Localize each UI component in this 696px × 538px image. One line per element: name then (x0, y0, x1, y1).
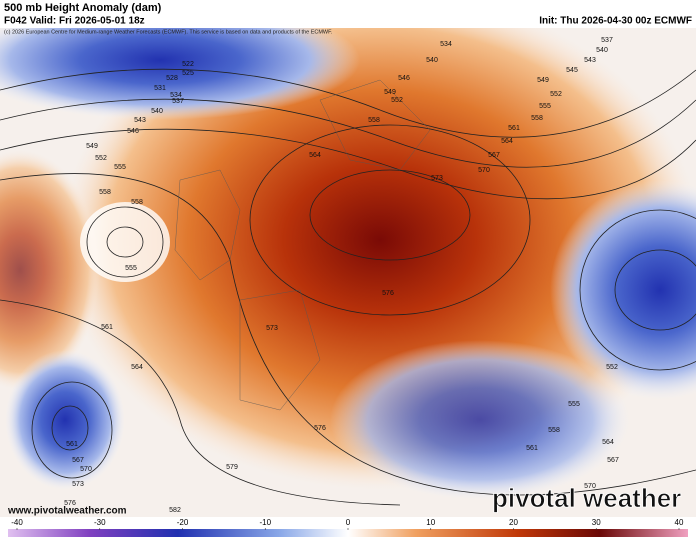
contour-label: 564 (602, 439, 614, 446)
contour-label: 528 (166, 75, 178, 82)
cold-anomaly (330, 340, 630, 500)
contour-label: 555 (539, 103, 551, 110)
contour-label: 564 (501, 138, 513, 145)
init-time: Init: Thu 2026-04-30 00z ECMWF (539, 16, 692, 27)
colorbar-tick-label: -10 (259, 518, 271, 527)
contour-label: 570 (478, 167, 490, 174)
contour-label: 567 (607, 457, 619, 464)
contour-label: 567 (488, 152, 500, 159)
valid-time: F042 Valid: Fri 2026-05-01 18z (4, 16, 145, 27)
contour-label: 525 (182, 70, 194, 77)
contour-label: 534 (170, 92, 182, 99)
colorbar-tick-label: -20 (177, 518, 189, 527)
colorbar-tick-label: 40 (675, 518, 684, 527)
contour-label: 545 (566, 67, 578, 74)
contour-label: 582 (169, 507, 181, 514)
contour-label: 573 (431, 175, 443, 182)
contour-label: 561 (101, 324, 113, 331)
contour-label: 552 (606, 364, 618, 371)
contour-label: 558 (131, 199, 143, 206)
cold-anomaly (550, 180, 696, 400)
contour-label: 573 (266, 325, 278, 332)
contour-label: 555 (568, 401, 580, 408)
contour-label: 558 (368, 117, 380, 124)
brand: pivotal weather (492, 483, 681, 513)
contour-label: 522 (182, 61, 194, 68)
contour-label: 552 (391, 97, 403, 104)
contour-label: 540 (596, 47, 608, 54)
contour-label: 540 (426, 57, 438, 64)
coastlines (174, 79, 431, 411)
colorbar-tick-label: 10 (426, 518, 435, 527)
contour-label: 543 (584, 57, 596, 64)
header-background (0, 0, 696, 28)
contour-label: 552 (95, 155, 107, 162)
contour-label: 549 (86, 143, 98, 150)
contour-label: 567 (72, 457, 84, 464)
contour-label: 573 (72, 481, 84, 488)
contour-label: 531 (154, 85, 166, 92)
contour-label: 549 (384, 89, 396, 96)
contour-label: 543 (134, 117, 146, 124)
contour-label: 564 (131, 364, 143, 371)
contour-label: 555 (114, 164, 126, 171)
colorbar-tick-label: 30 (592, 518, 601, 527)
contour-label: 546 (398, 75, 410, 82)
contour-label: 558 (99, 189, 111, 196)
contour-label: 576 (64, 500, 76, 507)
colorbar-tick-label: -30 (94, 518, 106, 527)
contour-label: 561 (66, 441, 78, 448)
contour-label: 564 (309, 152, 321, 159)
contour-label: 540 (151, 108, 163, 115)
contour-label: 576 (314, 425, 326, 432)
title: 500 mb Height Anomaly (dam) (4, 2, 162, 14)
credit: (c) 2026 European Centre for Medium-rang… (4, 29, 333, 35)
contour-label: 570 (80, 466, 92, 473)
colorbar (8, 529, 688, 537)
contour-label: 558 (531, 115, 543, 122)
colorbar-tick-label: 20 (509, 518, 518, 527)
contour-label: 579 (226, 464, 238, 471)
contour-label: 576 (382, 290, 394, 297)
colorbar-tick-label: -40 (11, 518, 23, 527)
colorbar-tick-label: 0 (346, 518, 351, 527)
contour-label: 570 (584, 483, 596, 490)
warm-anomaly (0, 150, 100, 390)
contour-label: 534 (440, 41, 452, 48)
site-url: www.pivotalweather.com (7, 506, 127, 517)
neutral-area (80, 202, 170, 282)
contour-label: 537 (601, 37, 613, 44)
contour-label: 555 (125, 265, 137, 272)
height-contours (0, 68, 696, 506)
cold-anomaly (5, 350, 125, 490)
cold-anomaly (0, 0, 360, 120)
contour-label: 546 (127, 128, 139, 135)
contour-label: 561 (526, 445, 538, 452)
contour-label: 549 (537, 77, 549, 84)
contour-label: 552 (550, 91, 562, 98)
contour-label: 561 (508, 125, 520, 132)
contour-label: 558 (548, 427, 560, 434)
contour-label: 537 (172, 98, 184, 105)
